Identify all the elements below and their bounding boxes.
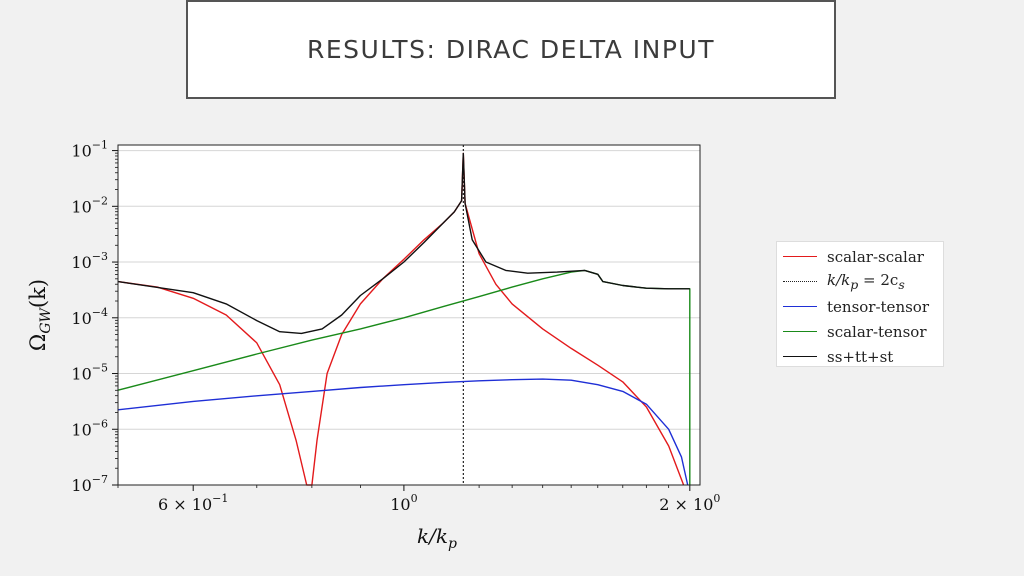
legend-swatch xyxy=(783,306,817,307)
tensor-tensor-curve xyxy=(117,378,689,486)
x-tick-label: 6 × 10−1 xyxy=(158,492,228,514)
total-curve xyxy=(117,152,690,335)
y-axis-label: ΩGW(k) xyxy=(26,279,54,351)
y-tick-label: 10−3 xyxy=(71,250,108,272)
x-axis-label: k/kp xyxy=(417,524,457,552)
legend-label: scalar-scalar xyxy=(827,247,924,266)
gw-spectrum-chart: 10−1 10−2 10−3 10−4 10−5 10−6 10−7 6 × 10−1 100 2… xyxy=(26,139,720,552)
x-tick-label: 2 × 100 xyxy=(659,492,720,514)
legend-label: k/kp = 2cs xyxy=(827,271,905,292)
y-tick-label: 10−5 xyxy=(71,362,108,384)
legend-swatch xyxy=(783,256,817,257)
plot-area xyxy=(118,145,700,485)
legend-item-total: ss+tt+st xyxy=(783,344,937,369)
chart-legend: scalar-scalar k/kp = 2cs tensor-tensor s… xyxy=(776,241,944,367)
y-tick-label: 10−2 xyxy=(71,194,108,216)
legend-item-tensor-tensor: tensor-tensor xyxy=(783,294,937,319)
legend-label: tensor-tensor xyxy=(827,297,929,316)
slide-title: RESULTS: DIRAC DELTA INPUT xyxy=(306,35,715,64)
legend-label: ss+tt+st xyxy=(827,347,894,366)
y-tick-label: 10−1 xyxy=(71,139,108,161)
x-tick-label: 100 xyxy=(390,492,417,514)
plot-frame xyxy=(117,144,701,486)
y-tick-label: 10−7 xyxy=(71,473,108,495)
scalar-scalar-curve xyxy=(117,152,685,486)
legend-swatch xyxy=(783,281,817,282)
legend-swatch xyxy=(783,356,817,357)
legend-swatch xyxy=(783,331,817,332)
y-tick-label: 10−6 xyxy=(71,417,108,439)
legend-item-critical-line: k/kp = 2cs xyxy=(783,269,937,294)
legend-label: scalar-tensor xyxy=(827,322,927,341)
y-tick-label: 10−4 xyxy=(71,306,108,328)
slide-title-box: RESULTS: DIRAC DELTA INPUT xyxy=(186,0,836,99)
legend-item-scalar-scalar: scalar-scalar xyxy=(783,244,937,269)
legend-item-scalar-tensor: scalar-tensor xyxy=(783,319,937,344)
